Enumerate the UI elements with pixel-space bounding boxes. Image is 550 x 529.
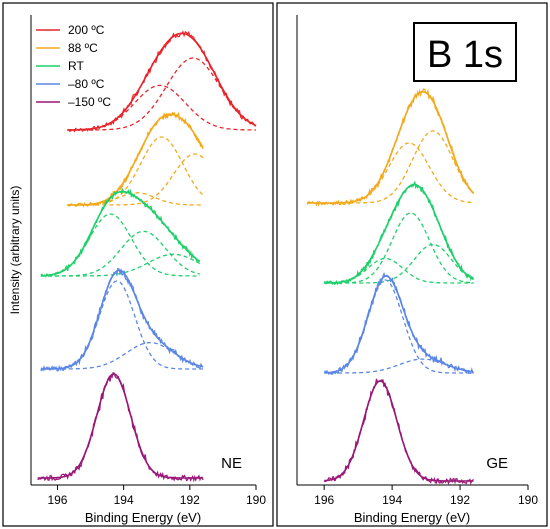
right-series-group (306, 88, 475, 486)
fit-envelope (37, 373, 204, 479)
component-peak (324, 243, 474, 284)
component-peak (67, 192, 204, 206)
legend-item: RT (36, 59, 84, 73)
right-plot: 196 194 192 190 Binding Energy (eV) GE (296, 15, 538, 525)
element-label-text: B 1s (427, 34, 503, 76)
series-1 (67, 30, 257, 133)
legend-label: 88 ºC (68, 41, 98, 55)
series-1 (306, 88, 475, 207)
component-peak (307, 130, 475, 204)
left-panel-frame (2, 2, 274, 527)
fit-envelope (324, 183, 474, 284)
measured-spectrum (37, 372, 204, 483)
component-peak (40, 213, 200, 277)
series-2 (67, 111, 204, 208)
legend-label: –80 ºC (68, 77, 105, 91)
fit-envelope (67, 32, 257, 131)
legend-item: –80 ºC (36, 77, 105, 91)
legend-item: 200 ºC (36, 23, 105, 37)
legend-item: 88 ºC (36, 41, 98, 55)
y-axis-label: Intensity (arbitrary units) (8, 186, 22, 315)
element-label-box: B 1s (413, 22, 517, 82)
measured-spectrum (306, 88, 474, 207)
right-panel-frame (276, 2, 548, 527)
fit-envelope (67, 113, 204, 206)
series-3 (324, 271, 474, 376)
fit-envelope (307, 90, 475, 204)
left-x-ticks: 196 194 192 190 (47, 485, 266, 507)
measured-spectrum (324, 181, 475, 286)
fit-envelope (324, 275, 474, 374)
component-peak (324, 279, 474, 374)
legend: 200 ºC 88 ºC RT –80 ºC –150 ºC (36, 23, 111, 109)
component-peak (307, 142, 474, 204)
fit-envelope (324, 380, 474, 482)
legend-label: 200 ºC (68, 23, 105, 37)
left-series-group (37, 30, 257, 483)
legend-label: –150 ºC (68, 95, 111, 109)
component-peak (67, 136, 204, 206)
measured-spectrum (324, 271, 474, 376)
component-peak (40, 280, 204, 370)
series-4 (40, 267, 204, 372)
legend-label: RT (68, 59, 84, 73)
x-tick-label: 196 (314, 493, 334, 507)
component-peak (67, 57, 257, 131)
series-5 (37, 372, 204, 483)
series-2 (324, 181, 475, 286)
x-tick-label: 194 (114, 493, 134, 507)
x-tick-label: 190 (246, 493, 266, 507)
series-3 (40, 187, 201, 278)
series-4 (324, 378, 474, 486)
fit-envelope (40, 269, 204, 370)
x-tick-label: 192 (180, 493, 200, 507)
right-x-ticks: 196 194 192 190 (314, 485, 538, 507)
measured-spectrum (40, 187, 201, 278)
x-tick-label: 194 (382, 493, 402, 507)
x-tick-label: 192 (450, 493, 470, 507)
right-x-axis-label: Binding Energy (eV) (354, 510, 470, 525)
x-tick-label: 196 (47, 493, 67, 507)
element-label-frame (413, 22, 517, 82)
panel-label-ge: GE (486, 455, 508, 472)
left-x-axis-label: Binding Energy (eV) (85, 510, 201, 525)
legend-item: –150 ºC (36, 95, 111, 109)
component-peak (324, 212, 474, 284)
panel-label-ne: NE (221, 455, 242, 472)
left-plot: 196 194 192 190 Binding Energy (eV) NE (30, 15, 266, 525)
fit-envelope (40, 190, 201, 277)
x-tick-label: 190 (518, 493, 538, 507)
